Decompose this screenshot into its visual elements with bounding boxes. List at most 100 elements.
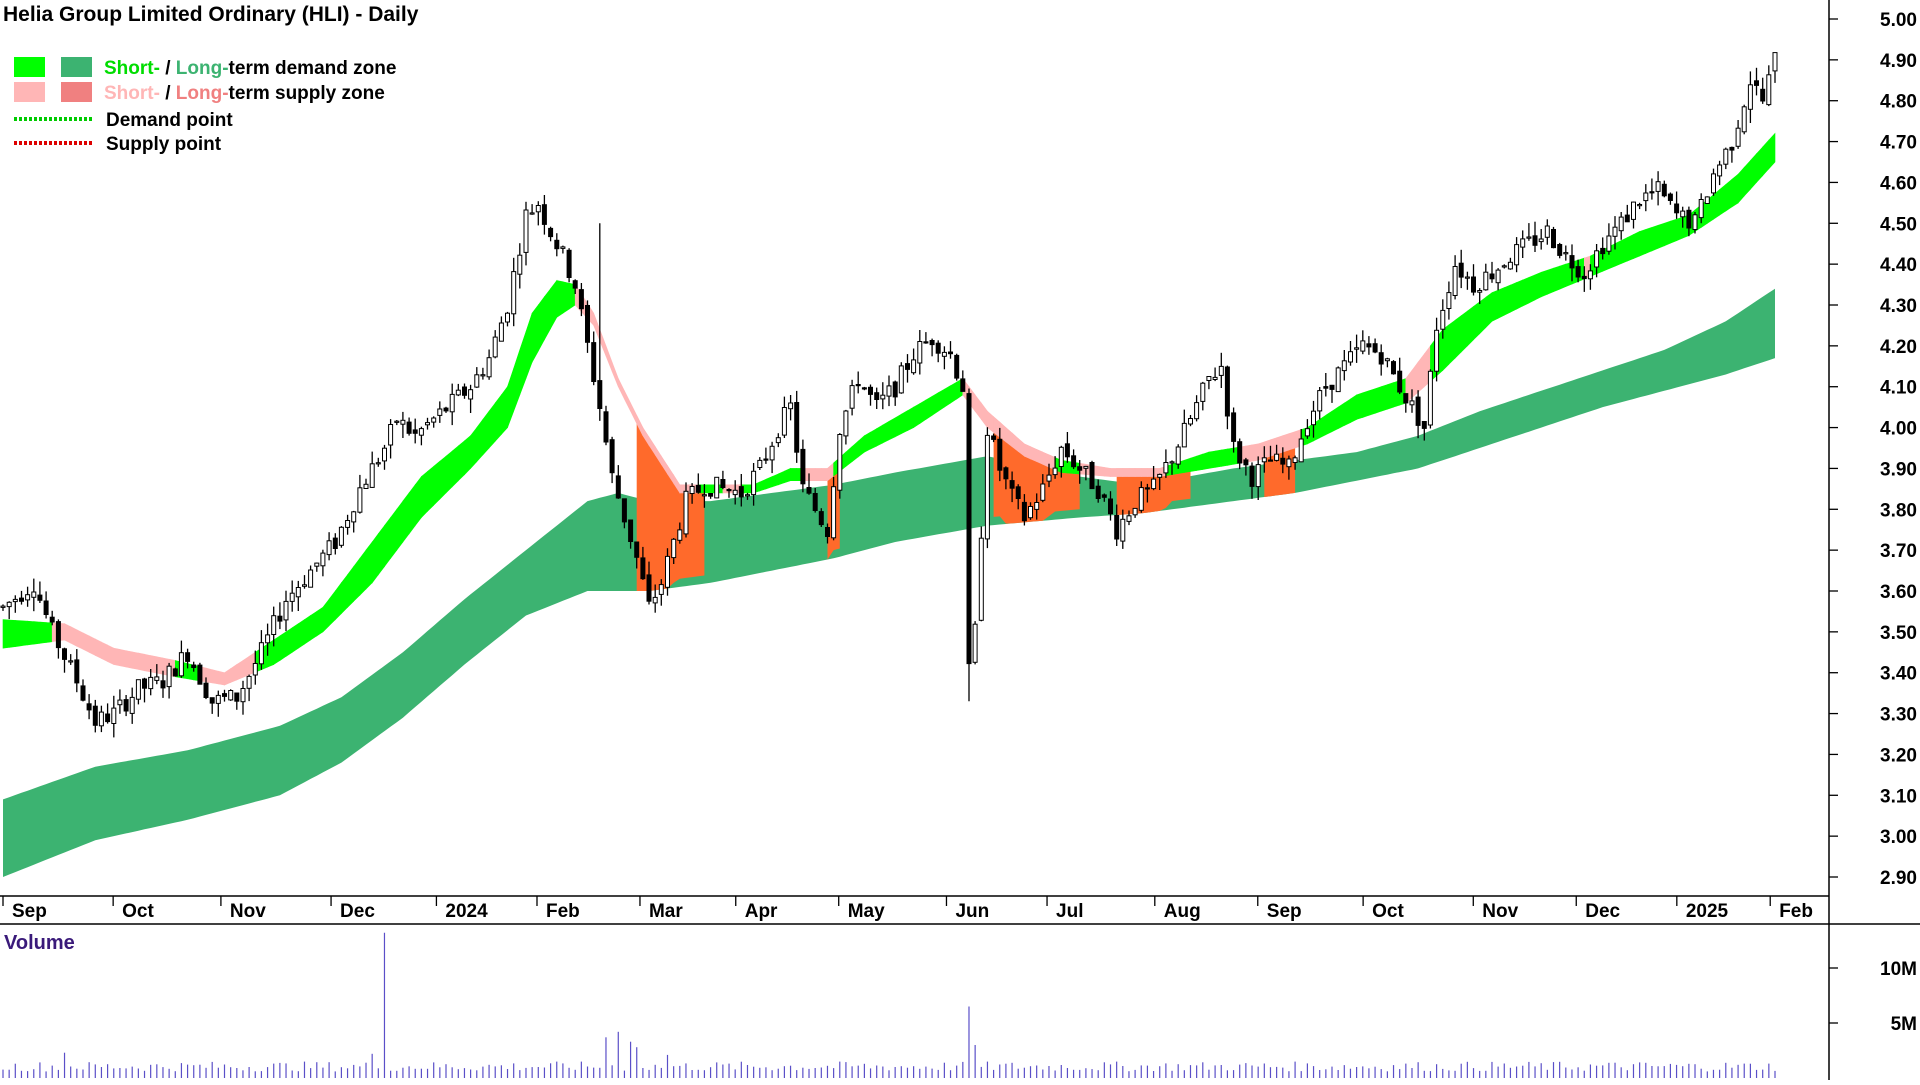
candle [1760,77,1766,104]
candle [437,401,443,423]
candle [1298,429,1304,463]
candle [1200,381,1206,411]
x-tick-label: Feb [1779,901,1813,922]
candle [1194,395,1200,422]
candle [1612,216,1618,250]
short-term-demand-zone [1331,406,1339,433]
legend-short-supply-swatch [14,82,45,102]
short-term-supply-zone [242,655,250,678]
short-term-demand-zone [33,621,41,645]
x-tick-label: Nov [230,901,266,922]
candle [1667,192,1673,205]
candle [1163,449,1169,478]
short-term-supply-zone [1417,353,1425,393]
candle [1212,367,1218,382]
candle [1126,510,1132,526]
y-tick-label: 5.00 [1880,10,1917,31]
candle [843,409,849,445]
candle [1471,264,1476,296]
candle [560,245,566,254]
candle [1286,455,1292,480]
candle [640,546,646,580]
short-term-supply-zone [101,641,108,662]
short-term-demand-zone [21,620,28,647]
short-term-demand-zone [402,492,410,543]
short-term-demand-zone [925,395,933,420]
candle [252,650,258,685]
candle [812,488,818,513]
candle [468,384,474,413]
short-term-demand-zone [556,280,564,318]
short-term-demand-zone [1190,455,1197,472]
short-term-demand-zone [1214,449,1222,468]
short-term-demand-zone [876,424,884,447]
short-term-supply-zone [1036,448,1044,465]
x-tick-label: Oct [122,901,154,922]
short-term-supply-zone [1264,439,1271,459]
candle [1280,447,1286,474]
candle [388,419,394,459]
short-term-demand-zone [501,385,508,436]
y-tick-label: 4.50 [1880,214,1917,235]
short-term-demand-zone [273,635,281,666]
short-term-demand-zone [759,478,767,492]
candle [658,579,664,606]
legend-supply-zone-label: Short- / Long-term supply zone [104,83,385,104]
short-term-demand-zone [1337,402,1345,430]
short-term-supply-zone [1030,446,1037,463]
candle [86,694,92,720]
candle [714,476,720,499]
short-term-supply-zone [808,468,816,481]
short-term-demand-zone [1221,448,1228,467]
candle [1329,384,1335,403]
candle [117,689,123,714]
short-term-demand-zone [39,621,47,644]
candle [615,465,621,499]
short-term-demand-zone [778,470,785,486]
short-term-supply-zone [131,651,139,670]
candle [708,493,714,499]
short-term-supply-zone [1024,443,1031,460]
candle [1723,147,1729,170]
candle [1028,502,1033,520]
y-tick-label: 3.00 [1880,827,1917,848]
candle [178,640,184,678]
short-term-demand-zone [1553,265,1560,293]
candle [166,662,172,699]
legend-supply-rest: term supply zone [229,83,385,104]
candle [652,584,658,613]
short-term-demand-zone [322,598,330,633]
price-candles [0,52,1778,738]
candle [548,226,554,242]
candle [1409,389,1415,413]
candle [142,677,147,703]
short-term-demand-zone [27,620,35,646]
candle [898,362,904,394]
candle [1587,264,1593,290]
candle [135,679,141,705]
candle [265,623,271,656]
y-tick-label: 3.40 [1880,664,1917,685]
x-tick-label: Dec [340,901,375,922]
short-term-demand-zone [494,394,502,442]
short-term-demand-zone [704,484,711,494]
short-term-demand-zone [1743,159,1751,197]
candle [302,575,307,589]
candle [1206,376,1212,390]
candle [351,510,357,533]
candle [628,519,634,549]
candle [185,648,191,669]
candle [55,619,61,659]
price-axis: 5.00 4.90 4.80 4.70 4.60 4.50 4.40 4.30 4.20 4.10… [1829,10,1917,889]
candle [683,482,689,538]
candle [1274,444,1280,462]
short-term-demand-zone [1380,384,1388,412]
candle [1643,184,1649,212]
candle [154,664,160,685]
y-tick-label: 3.50 [1880,623,1917,644]
short-term-demand-zone [427,465,434,513]
short-term-supply-zone [88,635,96,656]
legend-short-demand-swatch [14,57,45,77]
candle [80,679,86,702]
